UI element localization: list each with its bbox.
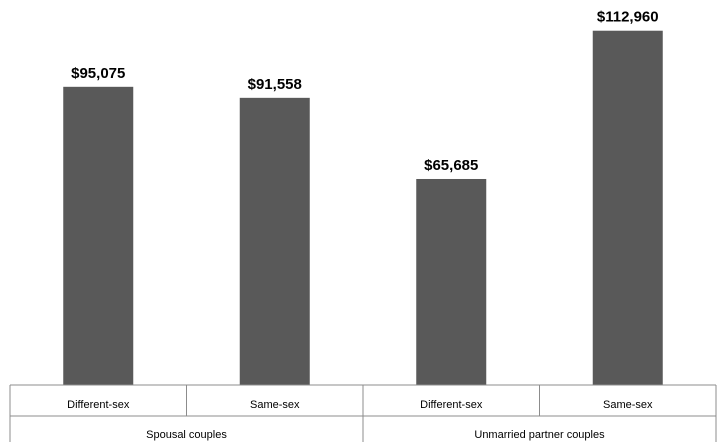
- category-label-1: Same-sex: [250, 399, 300, 411]
- data-label-3: $112,960: [597, 9, 659, 26]
- data-label-2: $65,685: [424, 157, 478, 174]
- category-label-2: Different-sex: [420, 399, 483, 411]
- bar-2: [416, 178, 487, 385]
- bar-3: [592, 30, 663, 385]
- group-label-0: Spousal couples: [146, 429, 227, 441]
- data-label-0: $95,075: [71, 65, 125, 82]
- bar-1: [239, 97, 310, 385]
- group-label-1: Unmarried partner couples: [474, 429, 605, 441]
- category-label-0: Different-sex: [67, 399, 130, 411]
- bar-0: [63, 86, 134, 385]
- data-label-1: $91,558: [248, 76, 302, 93]
- category-label-3: Same-sex: [603, 399, 653, 411]
